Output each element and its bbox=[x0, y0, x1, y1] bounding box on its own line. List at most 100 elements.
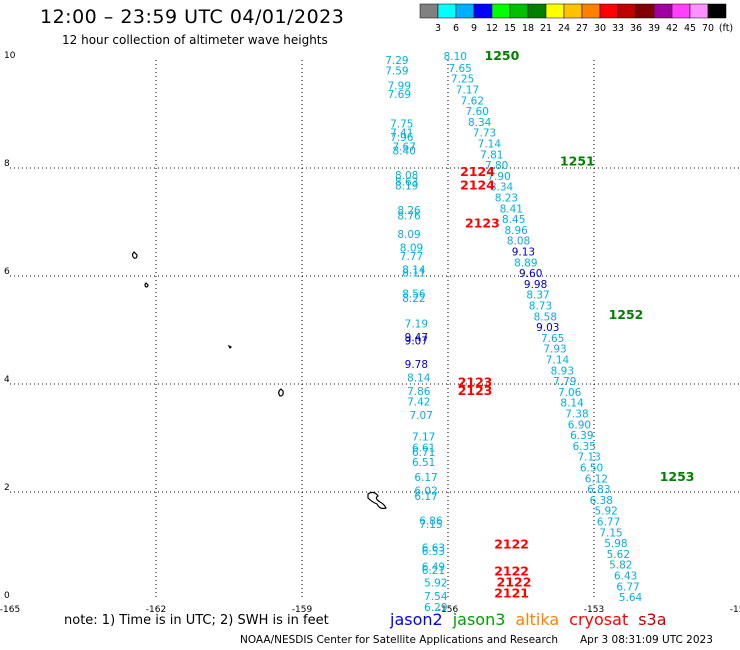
swh-value-west-track: 8.76 bbox=[397, 210, 421, 222]
swh-value-west-track: 7.19 bbox=[405, 318, 428, 330]
swh-value-east-track: 7.15 bbox=[599, 527, 622, 539]
swh-value-east-track: 8.08 bbox=[507, 236, 530, 248]
swh-value-west-track: 8.56 bbox=[402, 289, 426, 301]
satellite-altika-label: altika bbox=[515, 610, 560, 629]
legend-tick-label: 36 bbox=[630, 23, 642, 34]
legend-tick-label: 45 bbox=[684, 23, 696, 34]
swh-value-east-track: 8.41 bbox=[500, 203, 523, 215]
swh-value-west-track: 8.14 bbox=[402, 264, 426, 276]
swh-value-east-track: 8.10 bbox=[444, 51, 467, 63]
swh-value-east-track: 9.13 bbox=[512, 246, 535, 258]
legend-swatch bbox=[653, 3, 673, 19]
swh-value-east-track: 7.65 bbox=[448, 63, 471, 75]
swh-value-east-track: 6.77 bbox=[616, 581, 639, 593]
legend-tick-label: 42 bbox=[666, 23, 678, 34]
legend-tick-label: 6 bbox=[453, 23, 459, 34]
legend-swatch bbox=[599, 3, 619, 19]
swh-value-east-track: 8.73 bbox=[529, 300, 552, 312]
color-scale-legend: 3 6 9 12 15 18 21 24 27 30 33 36 39 42 45 70 (ft) bbox=[419, 3, 733, 34]
satellite-legend: jason2 jason3 altika cryosat s3a bbox=[390, 610, 677, 629]
satellite-s3a-label: s3a bbox=[638, 610, 667, 629]
legend-swatch bbox=[707, 3, 727, 19]
swh-value-east-track: 7.80 bbox=[485, 160, 508, 172]
pass-time-label: 1252 bbox=[609, 307, 644, 322]
map-subtitle: 12 hour collection of altimeter wave hei… bbox=[62, 33, 328, 47]
legend-swatch bbox=[455, 3, 475, 19]
swh-value-west-track: 6.21 bbox=[422, 565, 445, 577]
legend-tick-label: 21 bbox=[540, 23, 552, 34]
swh-value-east-track: 9.03 bbox=[536, 322, 559, 334]
legend-tick-label: (ft) bbox=[719, 23, 733, 34]
swh-value-east-track: 6.35 bbox=[573, 441, 596, 453]
swh-value-east-track: 8.34 bbox=[468, 117, 492, 129]
swh-value-west-track: 7.59 bbox=[385, 66, 408, 78]
swh-value-east-track: 7.60 bbox=[466, 106, 489, 118]
y-tick-label: 0 bbox=[4, 591, 10, 601]
swh-value-west-track: 9.78 bbox=[405, 359, 428, 371]
swh-value-west-track: 7.29 bbox=[385, 55, 408, 67]
swh-value-east-track: 8.93 bbox=[551, 365, 574, 377]
map-title: 12:00 – 23:59 UTC 04/01/2023 bbox=[40, 6, 345, 28]
swh-value-west-track: 7.69 bbox=[388, 89, 411, 101]
swh-value-east-track: 6.39 bbox=[570, 430, 593, 442]
swh-value-west-track: 7.07 bbox=[410, 410, 433, 422]
swh-value-west-track: 6.71 bbox=[412, 447, 435, 459]
swh-value-west-track: 8.14 bbox=[407, 372, 431, 384]
pass-time-label: 2123 bbox=[458, 383, 493, 398]
legend-swatch bbox=[581, 3, 601, 19]
legend-swatch bbox=[563, 3, 583, 19]
swh-value-east-track: 7.14 bbox=[546, 354, 570, 366]
swh-value-west-track: 8.22 bbox=[402, 293, 425, 305]
swh-value-east-track: 6.77 bbox=[597, 516, 620, 528]
swh-value-east-track: 8.23 bbox=[495, 192, 518, 204]
pass-time-label: 2121 bbox=[494, 585, 529, 600]
legend-swatch bbox=[437, 3, 457, 19]
swh-value-east-track: 5.64 bbox=[619, 592, 643, 604]
swh-value-east-track: 7.62 bbox=[461, 95, 484, 107]
legend-swatch bbox=[671, 3, 691, 19]
swh-value-west-track: 6.53 bbox=[422, 546, 445, 558]
legend-swatch bbox=[635, 3, 655, 19]
legend-tick-label: 24 bbox=[558, 23, 570, 34]
swh-value-west-track: 8.11 bbox=[402, 268, 425, 280]
x-tick-label: -150 bbox=[730, 605, 740, 615]
pass-time-label: 1253 bbox=[660, 469, 695, 484]
pass-time-label: 2122 bbox=[497, 575, 532, 590]
satellite-cryosat-label: cryosat bbox=[569, 610, 629, 629]
swh-value-east-track: 9.98 bbox=[524, 279, 547, 291]
legend-swatch bbox=[545, 3, 565, 19]
swh-value-west-track: 7.41 bbox=[390, 128, 413, 140]
swh-value-west-track: 8.09 bbox=[397, 229, 420, 241]
swh-value-east-track: 5.92 bbox=[594, 506, 617, 518]
legend-swatch bbox=[527, 3, 547, 19]
swh-value-east-track: 9.60 bbox=[519, 268, 542, 280]
island-outline bbox=[227, 344, 233, 350]
swh-value-west-track: 7.96 bbox=[390, 132, 414, 144]
swh-value-east-track: 8.58 bbox=[534, 311, 557, 323]
swh-value-west-track: 7.15 bbox=[419, 519, 442, 531]
credit-text: NOAA/NESDIS Center for Satellite Applica… bbox=[240, 634, 558, 646]
swh-value-east-track: 8.45 bbox=[502, 214, 525, 226]
swh-value-west-track: 8.63 bbox=[395, 176, 418, 188]
legend-tick-label: 70 bbox=[702, 23, 714, 34]
swh-value-west-track: 7.67 bbox=[393, 142, 416, 154]
swh-value-east-track: 7.90 bbox=[487, 171, 510, 183]
pass-time-label: 1250 bbox=[485, 48, 520, 63]
legend-swatch bbox=[473, 3, 493, 19]
swh-value-east-track: 8.14 bbox=[560, 398, 584, 410]
legend-tick-label: 33 bbox=[612, 23, 624, 34]
swh-value-west-track: 6.49 bbox=[422, 561, 445, 573]
swh-value-west-track: 7.54 bbox=[424, 591, 448, 603]
swh-value-east-track: 7.06 bbox=[558, 387, 582, 399]
pass-time-label: 2122 bbox=[494, 537, 529, 552]
swh-value-east-track: 7.17 bbox=[456, 84, 479, 96]
swh-value-west-track: 6.17 bbox=[414, 472, 437, 484]
swh-value-west-track: 8.19 bbox=[395, 181, 418, 193]
swh-value-west-track: 8.40 bbox=[393, 146, 416, 158]
legend-swatch bbox=[689, 3, 709, 19]
swh-value-east-track: 7.14 bbox=[478, 138, 502, 150]
island-outline bbox=[144, 282, 149, 288]
swh-value-west-track: 8.08 bbox=[395, 170, 418, 182]
